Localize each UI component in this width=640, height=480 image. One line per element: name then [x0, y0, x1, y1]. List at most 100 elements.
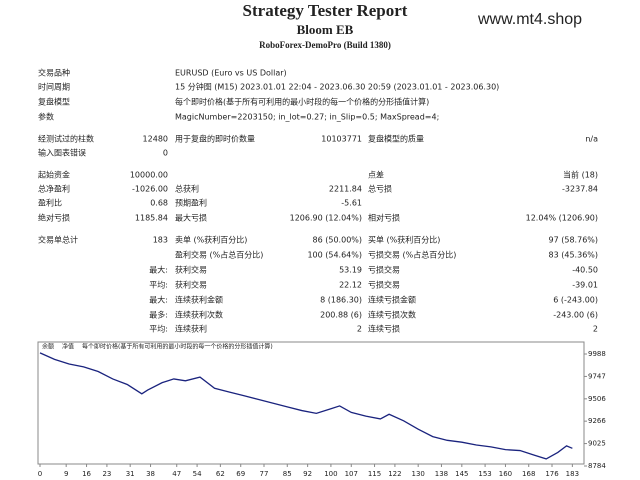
table-cell: 起始资金 [38, 170, 70, 180]
table-cell: 总亏损 [368, 184, 392, 194]
balance-line [39, 352, 573, 460]
table-cell: 12.04% (1206.90) [526, 214, 598, 223]
table-cell: 83 (45.36%) [549, 251, 598, 260]
table-cell: 亏损交易 [368, 280, 400, 290]
table-cell: -3237.84 [562, 185, 598, 194]
table-cell: 绝对亏损 [38, 213, 70, 223]
x-tick-label: 122 [388, 470, 401, 478]
table-cell: 连续亏损次数 [368, 310, 416, 320]
table-cell: 经测试过的柱数 [38, 134, 94, 144]
table-cell: -1026.00 [132, 185, 168, 194]
table-cell: 86 (50.00%) [313, 236, 362, 245]
table-cell: 最大亏损 [175, 213, 207, 223]
x-tick-label: 85 [283, 470, 292, 478]
table-cell: 交易单总计 [38, 235, 78, 245]
table-cell: 输入图表错误 [38, 148, 86, 158]
x-tick-label: 100 [324, 470, 337, 478]
x-tick-label: 38 [146, 470, 155, 478]
x-tick-label: 16 [82, 470, 91, 478]
table-cell: -243.00 (6) [553, 311, 598, 320]
table-cell: 10000.00 [130, 171, 168, 180]
x-tick-label: 0 [38, 470, 42, 478]
table-cell: 最大: [149, 265, 168, 275]
table-cell: 2 [357, 325, 362, 334]
table-cell: 点差 [368, 170, 384, 180]
title: Strategy Tester Report [243, 1, 408, 20]
y-tick-label: 8784 [588, 462, 606, 470]
legend-item: 余额 [42, 343, 54, 351]
legend-item: 每个即时价格(基于所有可利用的最小时段的每一个价格的分形插值计算) [82, 343, 273, 351]
x-tick-label: 107 [345, 470, 358, 478]
table-cell: 100 (54.64%) [307, 251, 362, 260]
table-cell: 连续亏损 [368, 324, 400, 334]
table-cell: MagicNumber=2203150; in_lot=0.27; in_Sli… [175, 113, 439, 122]
table-cell: 0 [163, 149, 168, 158]
x-tick-label: 176 [545, 470, 559, 478]
x-tick-label: 183 [566, 470, 579, 478]
table-cell: -40.50 [572, 266, 598, 275]
x-tick-label: 92 [303, 470, 312, 478]
table-cell: 连续获利次数 [175, 310, 223, 320]
table-cell: 6 (-243.00) [553, 296, 598, 305]
x-tick-label: 69 [236, 470, 245, 478]
table-cell: 获利交易 [175, 265, 207, 275]
table-cell: 183 [153, 236, 168, 245]
table-cell: 2 [593, 325, 598, 334]
table-cell: 复盘模型 [38, 97, 70, 107]
table-cell: 当前 (18) [563, 170, 598, 180]
x-tick-label: 31 [126, 470, 135, 478]
x-tick-label: 160 [499, 470, 512, 478]
table-cell: 复盘模型的质量 [368, 134, 424, 144]
table-cell: 连续获利 [175, 324, 207, 334]
table-cell: 1185.84 [135, 214, 168, 223]
table-cell: 买单 (%获利百分比) [368, 235, 440, 245]
table-cell: 12480 [143, 135, 168, 144]
table-cell: EURUSD (Euro vs US Dollar) [175, 69, 287, 78]
x-tick-label: 77 [260, 470, 269, 478]
x-tick-label: 62 [216, 470, 225, 478]
x-tick-label: 130 [411, 470, 424, 478]
y-tick-label: 9747 [588, 372, 606, 380]
x-tick-label: 145 [455, 470, 468, 478]
table-cell: 交易品种 [38, 68, 70, 78]
legend-item: 净值 [62, 343, 74, 351]
x-tick-label: 168 [522, 470, 535, 478]
server: RoboForex-DemoPro (Build 1380) [259, 40, 391, 50]
x-tick-label: 115 [368, 470, 381, 478]
y-tick-label: 9506 [588, 395, 606, 403]
table-cell: 参数 [38, 112, 54, 122]
table-cell: 97 (58.76%) [549, 236, 598, 245]
table-cell: 平均: [149, 280, 168, 290]
table-cell: n/a [585, 135, 598, 144]
x-tick-label: 9 [64, 470, 68, 478]
table-cell: 200.88 (6) [320, 311, 362, 320]
table-cell: 每个即时价格(基于所有可利用的最小时段的每一个价格的分形插值计算) [175, 97, 429, 107]
table-cell: 15 分钟图 (M15) 2023.01.01 22:04 - 2023.06.… [175, 82, 499, 92]
subtitle: Bloom EB [297, 22, 354, 37]
table-cell: 最多: [149, 310, 168, 320]
y-tick-label: 9025 [588, 440, 606, 448]
x-tick-label: 23 [102, 470, 111, 478]
table-cell: 亏损交易 (%占总百分比) [368, 250, 456, 260]
table-cell: 用于复盘的即时价数量 [175, 134, 255, 144]
table-cell: 亏损交易 [368, 265, 400, 275]
y-tick-label: 9266 [588, 417, 606, 425]
x-tick-label: 153 [478, 470, 491, 478]
table-cell: 平均: [149, 324, 168, 334]
table-cell: 22.12 [339, 281, 362, 290]
x-tick-label: 54 [193, 470, 202, 478]
table-cell: 卖单 (%获利百分比) [175, 235, 247, 245]
table-cell: 总净盈利 [38, 184, 70, 194]
table-cell: 最大: [149, 295, 168, 305]
x-tick-label: 138 [435, 470, 448, 478]
watermark: www.mt4.shop [477, 11, 582, 28]
y-tick-label: 9988 [588, 350, 606, 358]
table-cell: 盈利比 [38, 198, 62, 208]
table-cell: 1206.90 (12.04%) [290, 214, 362, 223]
table-cell: 连续亏损金额 [368, 295, 416, 305]
chart-frame [37, 341, 585, 465]
table-cell: 连续获利金额 [175, 295, 223, 305]
x-tick-label: 47 [172, 470, 181, 478]
table-cell: 53.19 [339, 266, 362, 275]
